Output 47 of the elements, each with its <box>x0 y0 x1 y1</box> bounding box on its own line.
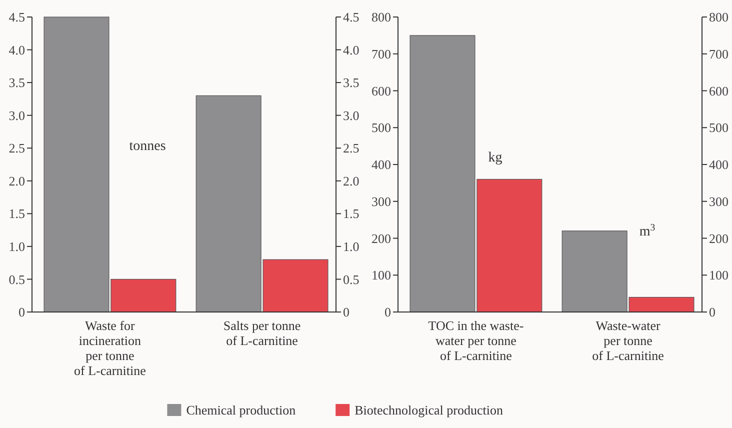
y2-tick-label: 0 <box>709 304 716 320</box>
y2-tick-label: 200 <box>709 230 728 246</box>
y2-tick-label: 500 <box>709 120 728 136</box>
y-tick-label: 200 <box>372 230 391 246</box>
y2-tick-label: 700 <box>709 46 728 62</box>
y-tick-label: 0.5 <box>8 272 25 287</box>
annotation: tonnes <box>129 138 166 154</box>
x-tick-label: TOC in the waste- water per tonne of L-carnitine <box>428 318 524 363</box>
y2-tick-label: 1.5 <box>343 206 360 222</box>
y-tick-label: 300 <box>372 194 391 209</box>
y2-tick-label: 4.5 <box>343 10 360 25</box>
y-tick-label: 1.5 <box>8 206 25 222</box>
legend-label: Chemical production <box>186 402 296 418</box>
y2-tick-label: 100 <box>709 268 728 283</box>
x-tick-label: Waste for incineration per tonne of L-carnitine <box>74 318 146 378</box>
y-tick-label: 500 <box>372 120 391 136</box>
y2-tick-label: 600 <box>709 83 728 98</box>
x-tick-label: Waste-water per tonne of L-carnitine <box>592 318 664 363</box>
y2-tick-label: 3.5 <box>343 75 360 90</box>
x-tick-label: Salts per tonne of L-carnitine <box>223 318 301 348</box>
annotation: kg <box>488 150 502 166</box>
y-tick-label: 1.0 <box>8 238 25 254</box>
y-tick-label: 600 <box>372 83 391 98</box>
y-tick-label: 4.5 <box>8 10 25 25</box>
y-tick-label: 800 <box>372 10 391 25</box>
y2-tick-label: 3.0 <box>343 108 360 123</box>
y2-tick-label: 2.5 <box>343 140 360 156</box>
y-tick-label: 0 <box>18 304 25 320</box>
y2-tick-label: 400 <box>709 157 728 172</box>
y-tick-label: 4.0 <box>8 42 25 58</box>
y-tick-label: 100 <box>372 268 391 283</box>
y2-tick-label: 4.0 <box>343 42 360 58</box>
y-tick-label: 2.5 <box>8 140 25 156</box>
y-tick-label: 3.0 <box>8 108 25 123</box>
annotation: m$^{3}$ <box>639 222 656 240</box>
y2-tick-label: 0 <box>343 304 350 320</box>
y-tick-label: 0 <box>384 304 391 320</box>
y2-tick-label: 800 <box>709 10 728 25</box>
y2-tick-label: 2.0 <box>343 173 360 188</box>
y-tick-label: 400 <box>372 157 391 172</box>
y2-tick-label: 0.5 <box>343 272 360 287</box>
y-tick-label: 3.5 <box>8 75 25 90</box>
y2-tick-label: 1.0 <box>343 238 360 254</box>
y2-tick-label: 300 <box>709 194 728 209</box>
y-tick-label: 2.0 <box>8 173 25 188</box>
y-tick-label: 700 <box>372 46 391 62</box>
legend-label: Biotechnological production <box>354 402 504 418</box>
